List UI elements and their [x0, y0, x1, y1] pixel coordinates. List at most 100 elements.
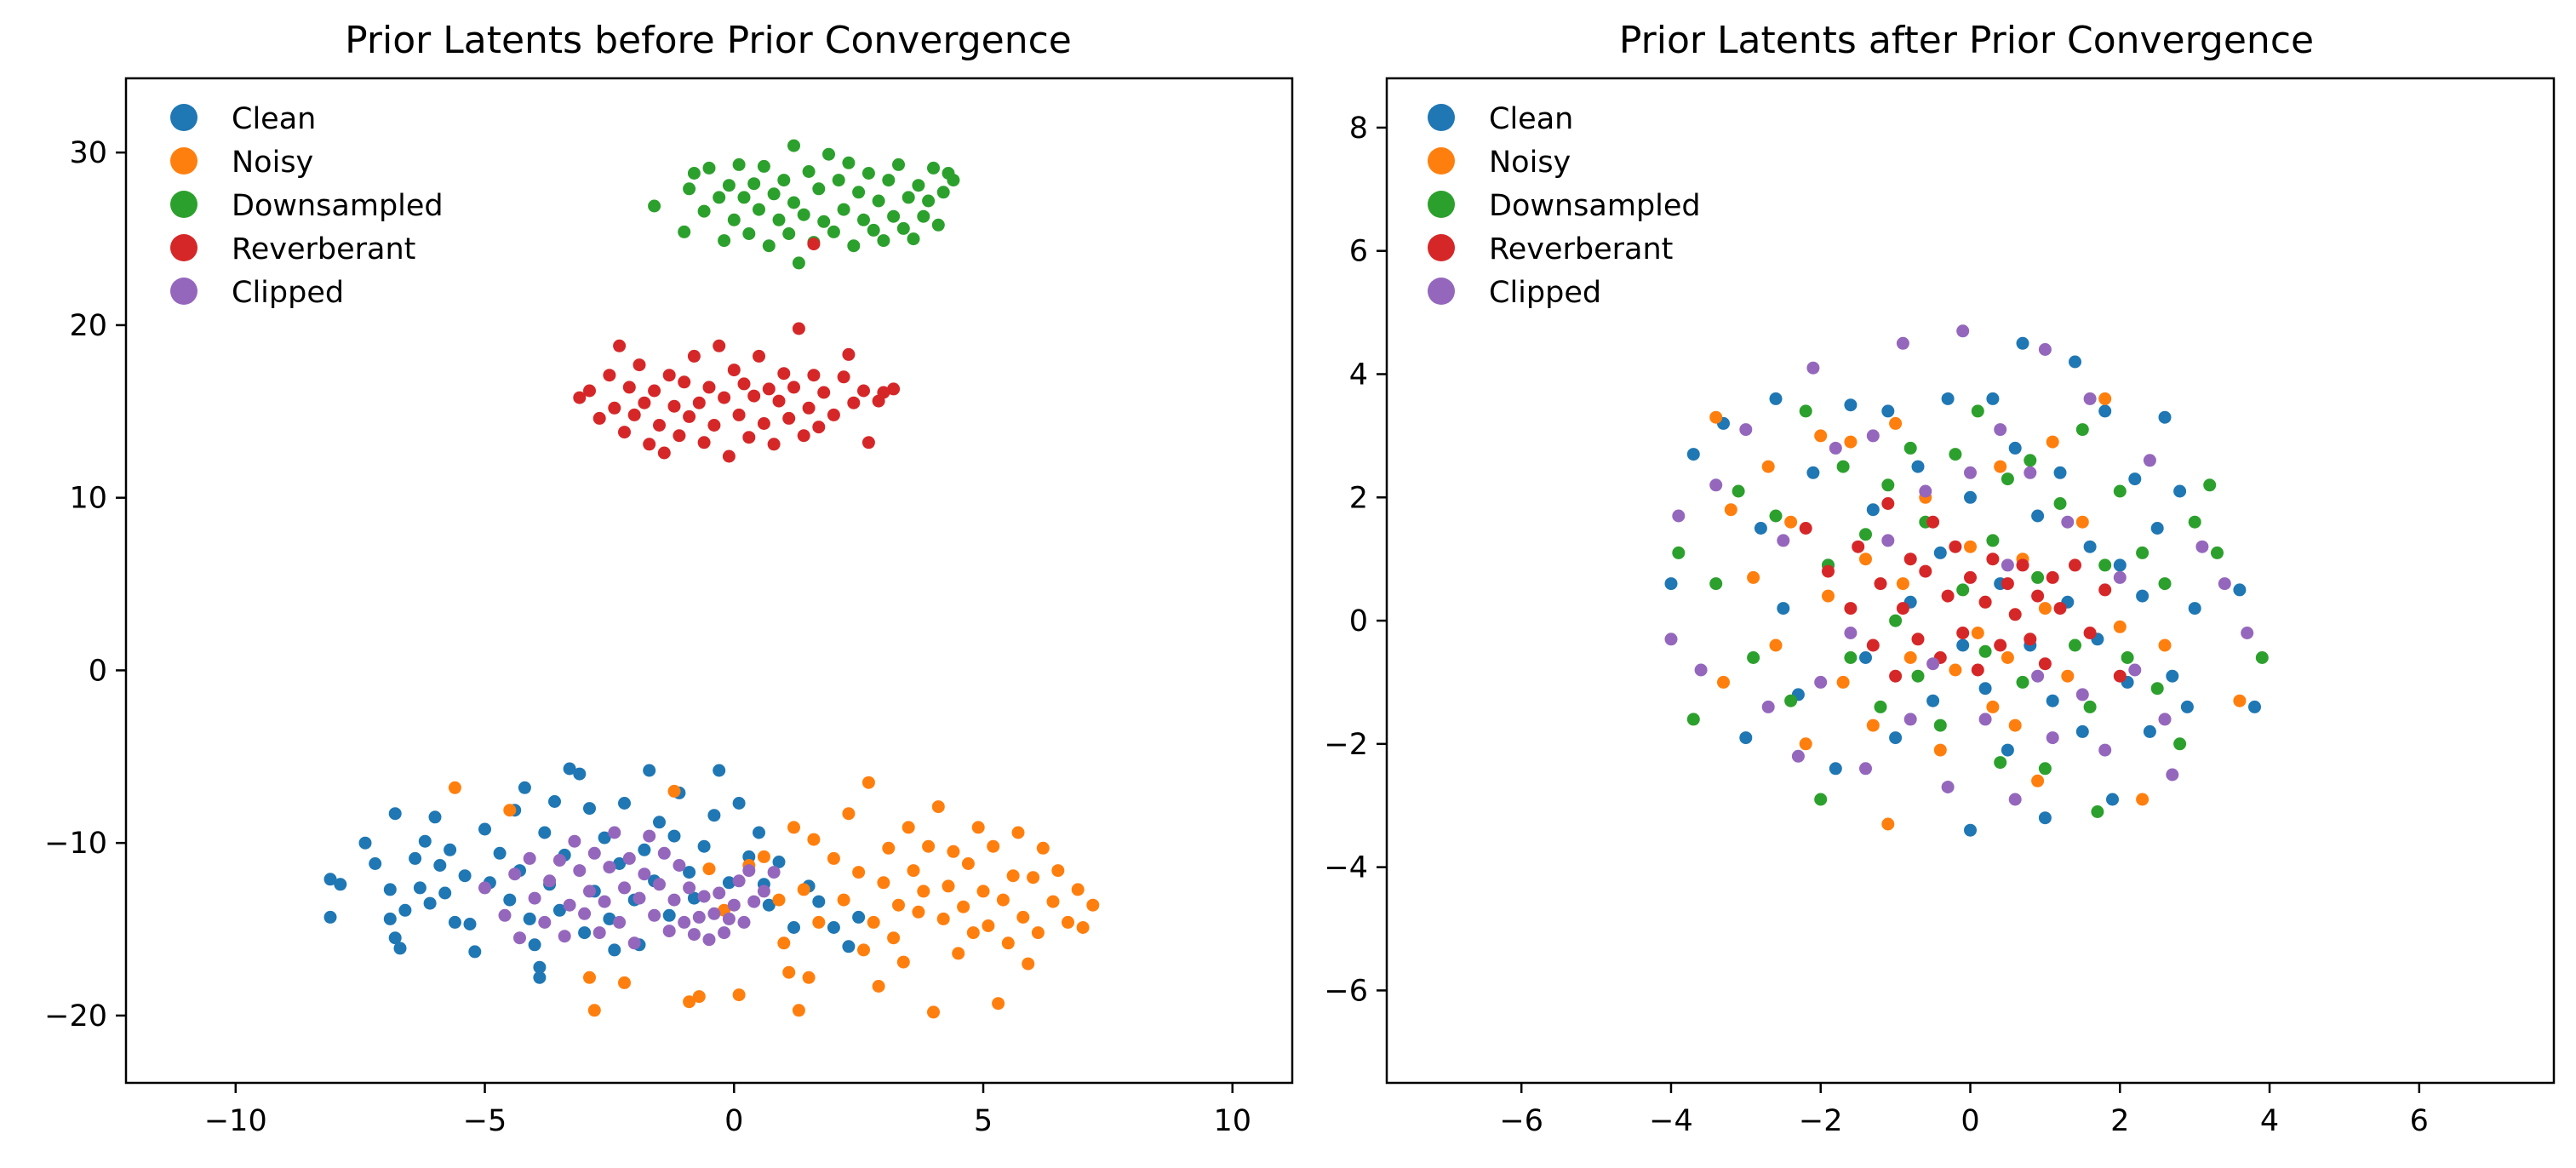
- point-reverberant: [1844, 602, 1858, 615]
- point-reverberant: [692, 396, 706, 409]
- point-clean: [1754, 522, 1767, 535]
- legend-marker-clean: [1428, 104, 1455, 131]
- point-reverberant: [727, 364, 741, 377]
- point-downsampled: [847, 239, 861, 253]
- point-downsampled: [827, 225, 840, 238]
- point-clean: [334, 878, 347, 891]
- point-reverberant: [837, 370, 850, 384]
- y-tick-label: 20: [69, 309, 107, 343]
- point-clean: [413, 881, 426, 895]
- point-reverberant: [767, 438, 781, 451]
- point-noisy: [842, 807, 856, 821]
- point-noisy: [927, 1005, 940, 1019]
- y-tick-label: −6: [1324, 974, 1368, 1008]
- point-reverberant: [1903, 553, 1917, 566]
- point-noisy: [857, 943, 870, 957]
- legend-marker-downsampled: [1428, 191, 1455, 218]
- point-downsampled: [802, 165, 816, 178]
- point-downsampled: [1709, 577, 1723, 591]
- point-clipped: [732, 874, 746, 888]
- point-reverberant: [2046, 570, 2059, 584]
- point-downsampled: [852, 186, 866, 199]
- point-noisy: [2075, 515, 2089, 529]
- point-clean: [2136, 589, 2150, 603]
- point-downsampled: [877, 234, 890, 248]
- point-noisy: [1769, 638, 1783, 652]
- point-noisy: [862, 776, 875, 789]
- point-clean: [2158, 410, 2172, 424]
- legend-label-reverberant: Reverberant: [1489, 232, 1673, 266]
- point-noisy: [1903, 651, 1917, 664]
- point-downsampled: [1971, 404, 1984, 418]
- point-noisy: [782, 965, 796, 979]
- point-downsampled: [882, 174, 896, 187]
- point-downsampled: [896, 221, 910, 235]
- point-downsampled: [822, 147, 835, 161]
- point-clipped: [1806, 361, 1820, 375]
- point-clean: [444, 843, 457, 856]
- point-clean: [2188, 602, 2201, 615]
- point-downsampled: [718, 234, 731, 248]
- point-downsampled: [1986, 534, 2000, 547]
- point-clipped: [592, 926, 606, 940]
- point-clean: [662, 908, 676, 922]
- y-tick-label: 8: [1349, 112, 1368, 146]
- point-downsampled: [2091, 805, 2104, 818]
- point-clipped: [713, 886, 726, 900]
- point-noisy: [1001, 936, 1015, 950]
- point-reverberant: [687, 349, 701, 363]
- point-clipped: [543, 874, 557, 888]
- point-noisy: [2136, 793, 2150, 806]
- point-clean: [478, 822, 491, 836]
- x-tick-label: 2: [2110, 1104, 2129, 1138]
- x-tick-label: 10: [1213, 1104, 1251, 1138]
- point-clipped: [583, 885, 596, 898]
- point-clean: [787, 921, 800, 934]
- point-downsampled: [2069, 638, 2081, 652]
- point-clean: [1664, 577, 1678, 591]
- point-noisy: [1022, 957, 1035, 970]
- point-downsampled: [1672, 546, 1686, 559]
- point-clean: [383, 912, 397, 925]
- point-clean: [1881, 404, 1895, 418]
- point-downsampled: [842, 156, 856, 169]
- point-clipped: [2241, 627, 2254, 639]
- point-clipped: [1978, 713, 1992, 726]
- point-clipped: [498, 908, 512, 922]
- point-clipped: [563, 898, 576, 912]
- point-clean: [1941, 392, 1955, 405]
- point-downsampled: [782, 227, 796, 240]
- point-downsampled: [1994, 756, 2007, 770]
- point-noisy: [1724, 503, 1737, 517]
- point-downsampled: [1903, 441, 1917, 455]
- point-reverberant: [772, 394, 786, 408]
- legend-label-clipped: Clipped: [1489, 276, 1601, 310]
- point-clean: [1866, 503, 1880, 517]
- point-downsampled: [757, 159, 770, 173]
- legend-marker-clipped: [170, 278, 197, 305]
- x-tick-label: 6: [2410, 1104, 2429, 1138]
- point-downsampled: [702, 161, 716, 175]
- point-reverberant: [2098, 583, 2112, 597]
- point-clean: [2150, 522, 2164, 535]
- axes: −10 −5 0 5 10 −20 −10 0 10 20 30: [44, 77, 1294, 1138]
- y-tick-label: 0: [1349, 604, 1368, 638]
- point-noisy: [896, 955, 910, 969]
- point-reverberant: [1911, 633, 1925, 646]
- point-clipped: [622, 851, 636, 865]
- point-noisy: [2158, 638, 2172, 652]
- point-reverberant: [747, 389, 761, 403]
- point-noisy: [1051, 864, 1065, 878]
- point-reverberant: [797, 429, 810, 443]
- point-noisy: [1761, 460, 1775, 473]
- point-downsampled: [927, 161, 940, 175]
- point-reverberant: [753, 349, 765, 363]
- point-clean: [433, 859, 447, 872]
- point-downsampled: [792, 256, 805, 270]
- point-clean: [1859, 651, 1872, 664]
- point-noisy: [1031, 926, 1045, 940]
- point-reverberant: [782, 411, 796, 425]
- point-clipped: [1956, 324, 1970, 338]
- point-noisy: [772, 893, 786, 907]
- point-clean: [398, 903, 412, 917]
